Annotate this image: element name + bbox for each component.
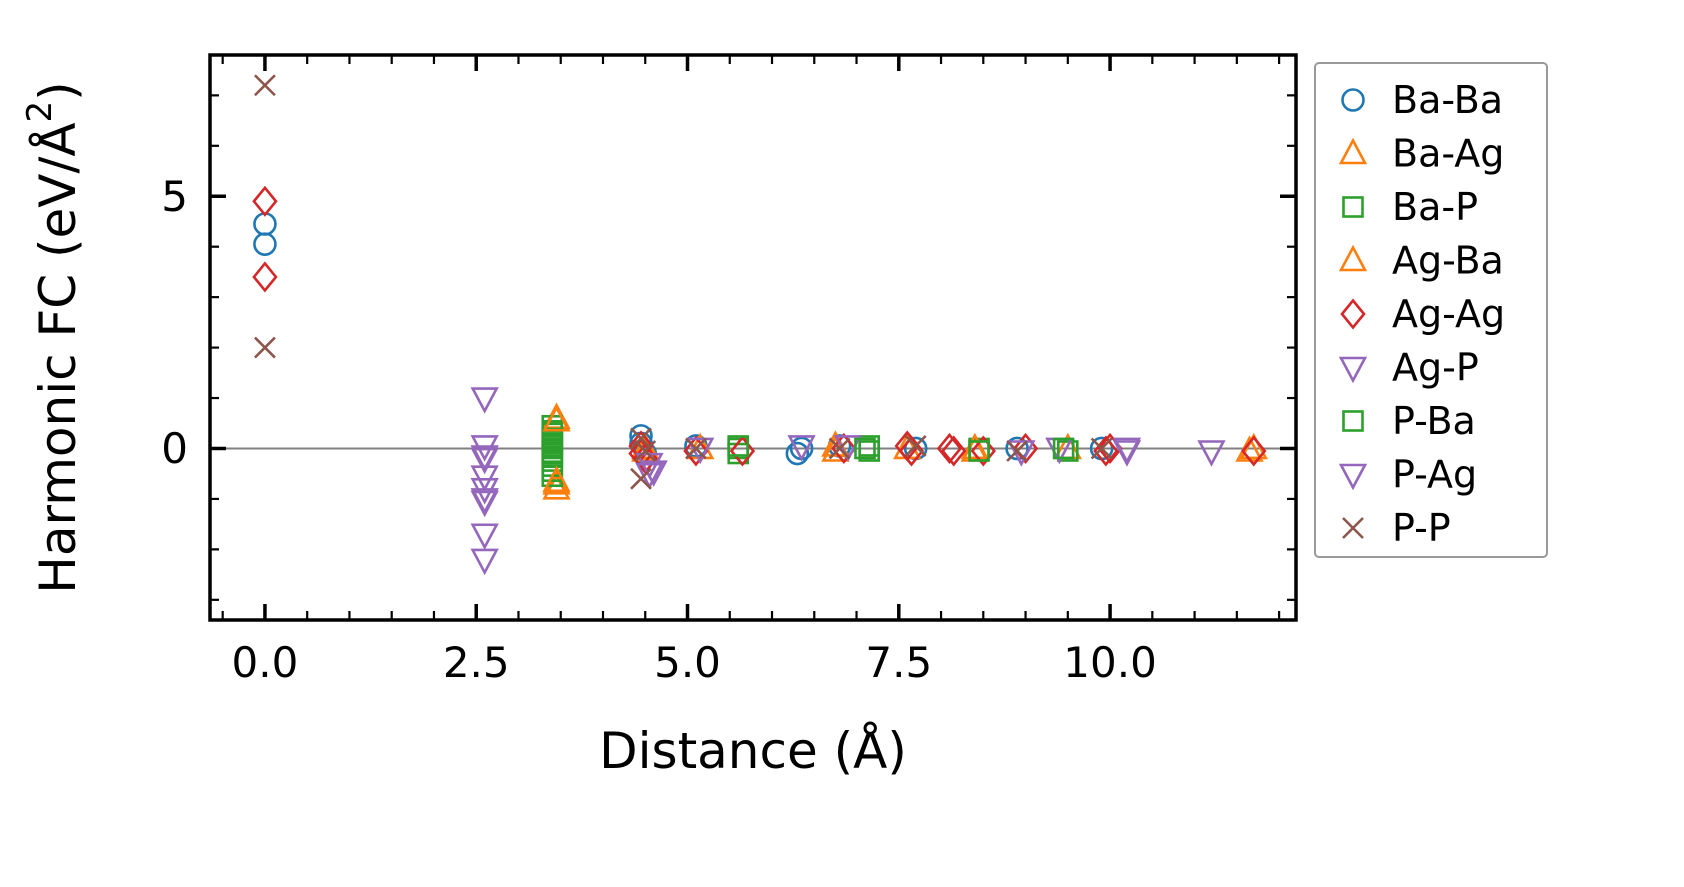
legend: Ba-Ba Ba-Ag Ba-P Ag-Ba Ag-Ag Ag-P P-Ba P-Ag P-P xyxy=(1314,62,1548,558)
marker-p-ba xyxy=(1052,437,1075,460)
series-ag-p xyxy=(470,387,1226,576)
marker-p-ba xyxy=(854,437,876,460)
legend-marker-ag-ba xyxy=(1338,244,1368,272)
marker-p-ag xyxy=(470,445,499,472)
marker-p-ag xyxy=(470,488,499,515)
x-tick-label: 2.5 xyxy=(443,638,510,687)
legend-label: Ag-P xyxy=(1392,346,1479,390)
data-points xyxy=(252,74,1268,576)
marker-ag-p xyxy=(470,548,499,576)
legend-label: Ag-Ag xyxy=(1392,292,1505,336)
marker-p-p xyxy=(630,427,652,450)
legend-marker-ba-p xyxy=(1342,196,1364,218)
marker-p-p xyxy=(254,74,276,97)
legend-marker-p-ba xyxy=(1342,410,1364,432)
marker-ag-ag xyxy=(970,435,996,467)
legend-marker-ba-ag xyxy=(1338,137,1368,165)
x-tick-label: 0.0 xyxy=(232,638,299,687)
legend-item-p-ag: P-Ag xyxy=(1338,453,1477,497)
marker-ag-p xyxy=(470,523,499,551)
marker-p-p xyxy=(904,435,927,457)
legend-label: Ag-Ba xyxy=(1392,239,1504,283)
legend-label: Ba-Ba xyxy=(1392,78,1503,122)
marker-p-p xyxy=(828,437,851,460)
series-ag-ag xyxy=(252,185,1267,475)
legend-marker-ba-ba xyxy=(1341,88,1365,112)
x-axis-label: Distance (Å) xyxy=(599,722,907,780)
series-p-ba xyxy=(727,435,1075,462)
legend-label: P-Ba xyxy=(1392,399,1476,443)
y-tick-label: 5 xyxy=(161,172,188,221)
marker-ag-ag xyxy=(252,261,278,293)
marker-p-ba xyxy=(727,435,750,457)
marker-p-p xyxy=(1006,440,1029,462)
legend-label: Ba-P xyxy=(1392,185,1478,229)
marker-ba-ba xyxy=(1005,436,1029,461)
marker-ag-p xyxy=(1007,440,1036,467)
marker-ag-ag xyxy=(683,435,709,467)
marker-p-p xyxy=(1090,437,1113,460)
legend-marker-p-ag xyxy=(1338,463,1368,491)
marker-ba-ba xyxy=(253,232,277,256)
legend-label: Ba-Ag xyxy=(1392,132,1504,176)
marker-ag-ba xyxy=(542,465,571,493)
marker-ag-ba xyxy=(542,404,571,432)
marker-p-p xyxy=(634,440,657,462)
y-axis-label: Harmonic FC (eV/Å2) xyxy=(20,81,87,593)
marker-ag-ag xyxy=(941,435,967,467)
legend-marker-ag-ag xyxy=(1340,298,1366,330)
marker-p-ag xyxy=(787,435,816,462)
marker-ag-ag xyxy=(729,435,756,467)
legend-item-p-p: P-P xyxy=(1342,506,1451,550)
x-tick-label: 7.5 xyxy=(865,638,932,687)
legend-box xyxy=(1314,62,1548,558)
marker-ag-ag xyxy=(936,432,963,465)
marker-p-p xyxy=(254,336,276,359)
marker-p-p xyxy=(685,437,707,460)
legend-item-ag-ba: Ag-Ba xyxy=(1338,239,1504,283)
marker-ba-p xyxy=(858,440,881,462)
series-p-p xyxy=(254,74,1113,490)
marker-ba-p xyxy=(1057,440,1079,462)
legend-label: P-P xyxy=(1392,506,1451,550)
series-ba-p xyxy=(541,414,1079,488)
x-tick-label: 5.0 xyxy=(654,638,721,687)
marker-ag-p xyxy=(1197,440,1226,467)
legend-item-ba-p: Ba-P xyxy=(1342,185,1478,229)
plot-frame xyxy=(208,53,1298,622)
marker-p-p xyxy=(630,467,652,490)
marker-ba-ag xyxy=(542,473,571,500)
legend-item-ba-ba: Ba-Ba xyxy=(1341,78,1503,122)
marker-ag-ag xyxy=(898,435,925,467)
marker-ag-ag xyxy=(1241,435,1267,467)
marker-p-ag xyxy=(1112,440,1142,467)
legend-item-ag-ag: Ag-Ag xyxy=(1340,292,1505,336)
marker-p-ba xyxy=(968,440,990,462)
axes: 0.0 2.5 5.0 7.5 10.0 0 5 Distance (Å) Harmonic F… xyxy=(20,53,1298,780)
y-tick-label: 0 xyxy=(161,424,188,473)
legend-label: P-Ag xyxy=(1392,453,1477,497)
marker-ag-p xyxy=(470,387,499,414)
legend-item-ag-p: Ag-P xyxy=(1338,346,1479,390)
x-tick-label: 10.0 xyxy=(1063,638,1157,687)
legend-item-ba-ag: Ba-Ag xyxy=(1338,132,1504,176)
legend-marker-ag-p xyxy=(1338,356,1368,384)
series-p-ag xyxy=(470,435,1142,515)
marker-ag-ag xyxy=(252,185,278,217)
legend-marker-p-p xyxy=(1342,517,1364,539)
legend-item-p-ba: P-Ba xyxy=(1342,399,1476,443)
series-ba-ba xyxy=(253,212,1114,466)
marker-ba-ba xyxy=(785,441,810,466)
